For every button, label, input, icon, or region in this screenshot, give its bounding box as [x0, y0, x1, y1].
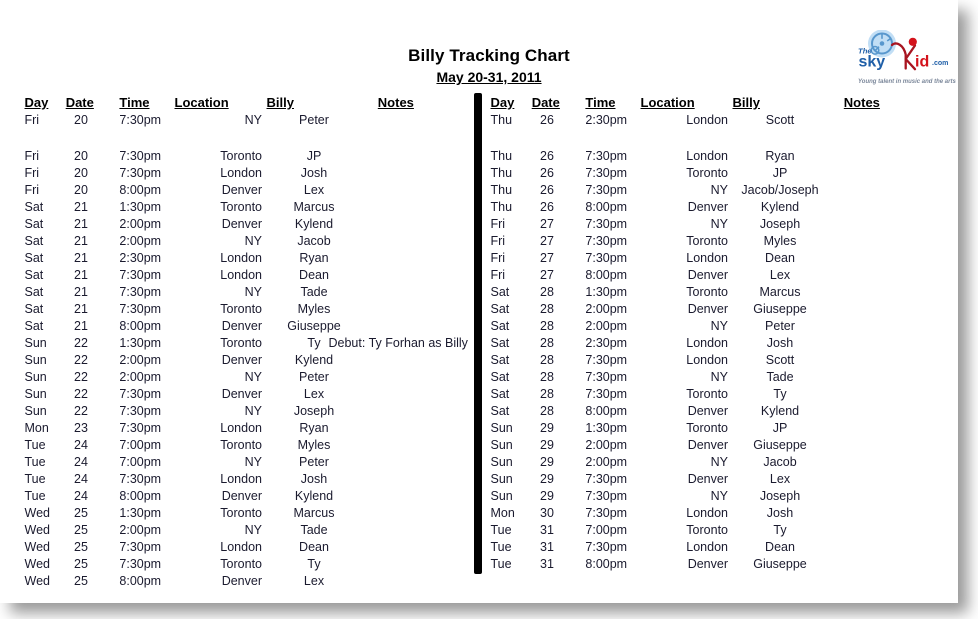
svg-text:.com: .com	[932, 60, 948, 67]
svg-text:sky: sky	[859, 54, 886, 71]
svg-text:id: id	[915, 54, 929, 71]
